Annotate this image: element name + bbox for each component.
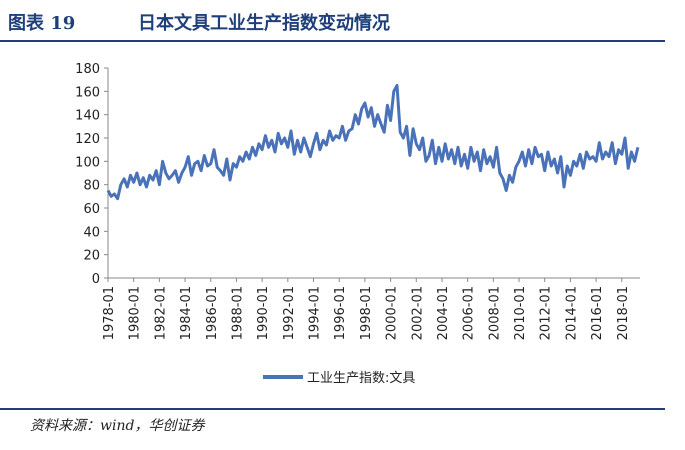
x-tick-label: 1978-01	[102, 286, 117, 340]
x-tick-label: 2006-01	[462, 286, 477, 340]
x-tick-label: 1986-01	[205, 286, 220, 340]
y-tick-label: 20	[83, 249, 100, 264]
x-tick-label: 1998-01	[359, 286, 374, 340]
x-tick-label: 2000-01	[385, 286, 400, 340]
y-tick-label: 0	[92, 272, 100, 287]
y-tick-label: 160	[75, 85, 100, 100]
x-tick-label: 2018-01	[616, 286, 631, 340]
legend-label: 工业生产指数:文具	[307, 371, 415, 386]
figure-title: 日本文具工业生产指数变动情况	[138, 12, 390, 34]
x-tick-label: 2014-01	[564, 286, 579, 340]
x-tick-label: 2016-01	[590, 286, 605, 340]
x-tick-label: 1984-01	[179, 286, 194, 340]
x-tick-label: 1982-01	[153, 286, 168, 340]
data-line	[106, 84, 640, 201]
x-tick-label: 2010-01	[513, 286, 528, 340]
y-tick-label: 100	[75, 155, 100, 170]
chart: 0 20 40 60 80 100 120 140 160 180 1978-01 1980-01 19…	[75, 62, 640, 386]
x-tick-label: 1990-01	[256, 286, 271, 340]
source: 资料来源：wind，华创证券	[30, 418, 205, 434]
x-tick-label: 1992-01	[282, 286, 297, 340]
figure-label: 图表 19	[8, 12, 75, 34]
x-tick-label: 2012-01	[539, 286, 554, 340]
y-tick-label: 40	[83, 225, 100, 240]
x-tick-label: 2008-01	[487, 286, 502, 340]
x-tick-label: 2002-01	[410, 286, 425, 340]
y-tick-label: 140	[75, 109, 100, 124]
x-tick-label: 1996-01	[333, 286, 348, 340]
x-tick-label: 1988-01	[230, 286, 245, 340]
x-tick-label: 2004-01	[436, 286, 451, 340]
title-rule	[0, 40, 665, 42]
y-tick-label: 120	[75, 132, 100, 147]
y-tick-label: 80	[83, 179, 100, 194]
x-tick-label: 1980-01	[128, 286, 143, 340]
source-rule	[0, 408, 665, 410]
x-tick-label: 1994-01	[308, 286, 323, 340]
y-tick-label: 180	[75, 62, 100, 77]
y-tick-label: 60	[83, 202, 100, 217]
